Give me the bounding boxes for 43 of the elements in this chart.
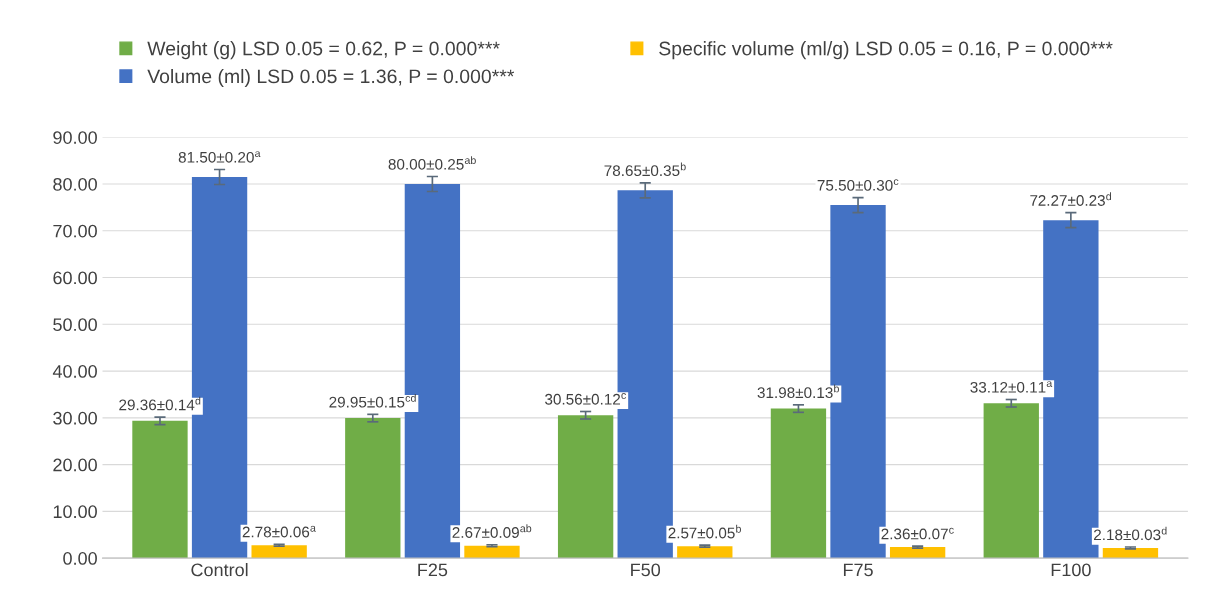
- legend-label: Weight (g) LSD 0.05 = 0.62, P = 0.000***: [147, 41, 500, 60]
- bar: [132, 420, 188, 559]
- y-tick-label: 40.00: [52, 365, 97, 378]
- y-tick-label: 60.00: [53, 271, 97, 285]
- x-tick-label: F75: [843, 563, 873, 577]
- x-tick-label: F25: [418, 563, 448, 577]
- y-tick-label: 0.00: [63, 552, 97, 565]
- data-label: 80.00±0.25$^{ab}$: [388, 156, 476, 170]
- data-label: 2.78±0.06$^{a}$: [242, 525, 316, 538]
- data-label: 29.36±0.14$^{d}$: [119, 396, 201, 411]
- data-label: 29.95±0.15$^{cd}$: [329, 393, 416, 408]
- data-label: 72.27±0.23$^{d}$: [1030, 192, 1112, 206]
- bar: [770, 408, 827, 559]
- y-tick-label: 20.00: [53, 458, 97, 472]
- bar: [557, 415, 614, 559]
- x-tick-label: Control: [191, 563, 248, 577]
- data-label: 2.18±0.03$^{d}$: [1094, 526, 1167, 541]
- data-label: 33.12±0.11$^{a}$: [970, 381, 1053, 393]
- data-label: 81.50±0.20$^{a}$: [178, 151, 261, 163]
- data-label: 2.67±0.09$^{ab}$: [452, 524, 532, 538]
- bar: [889, 547, 946, 559]
- y-tick-label: 80.00: [53, 177, 97, 191]
- bar: [345, 418, 401, 559]
- legend-label: Specific volume (ml/g) LSD 0.05 = 0.16, P = 0.000***: [659, 41, 1113, 60]
- legend-label: Volume (ml) LSD 0.05 = 1.36, P = 0.000***: [147, 68, 515, 88]
- x-tick-label: F50: [631, 563, 661, 577]
- data-label: 78.65±0.35$^{b}$: [604, 162, 686, 177]
- bar: [677, 546, 733, 559]
- bar: [983, 403, 1039, 559]
- bar: [251, 545, 307, 559]
- data-label: 31.98±0.13$^{b}$: [757, 384, 839, 399]
- y-tick-label: 10.00: [53, 505, 97, 519]
- data-label: 2.36±0.07$^{c}$: [881, 527, 954, 540]
- y-tick-label: 70.00: [53, 224, 97, 238]
- data-label: 30.56±0.12$^{c}$: [545, 393, 626, 405]
- y-tick-label: 30.00: [53, 411, 97, 425]
- bar: [464, 545, 520, 559]
- x-tick-label: F100: [1051, 563, 1091, 577]
- data-label: 75.50±0.30$^{c}$: [817, 179, 899, 191]
- bar: [1102, 547, 1159, 559]
- data-label: 2.57±0.05$^{b}$: [668, 524, 741, 539]
- y-tick-label: 50.00: [53, 318, 97, 332]
- y-tick-label: 90.00: [53, 131, 97, 144]
